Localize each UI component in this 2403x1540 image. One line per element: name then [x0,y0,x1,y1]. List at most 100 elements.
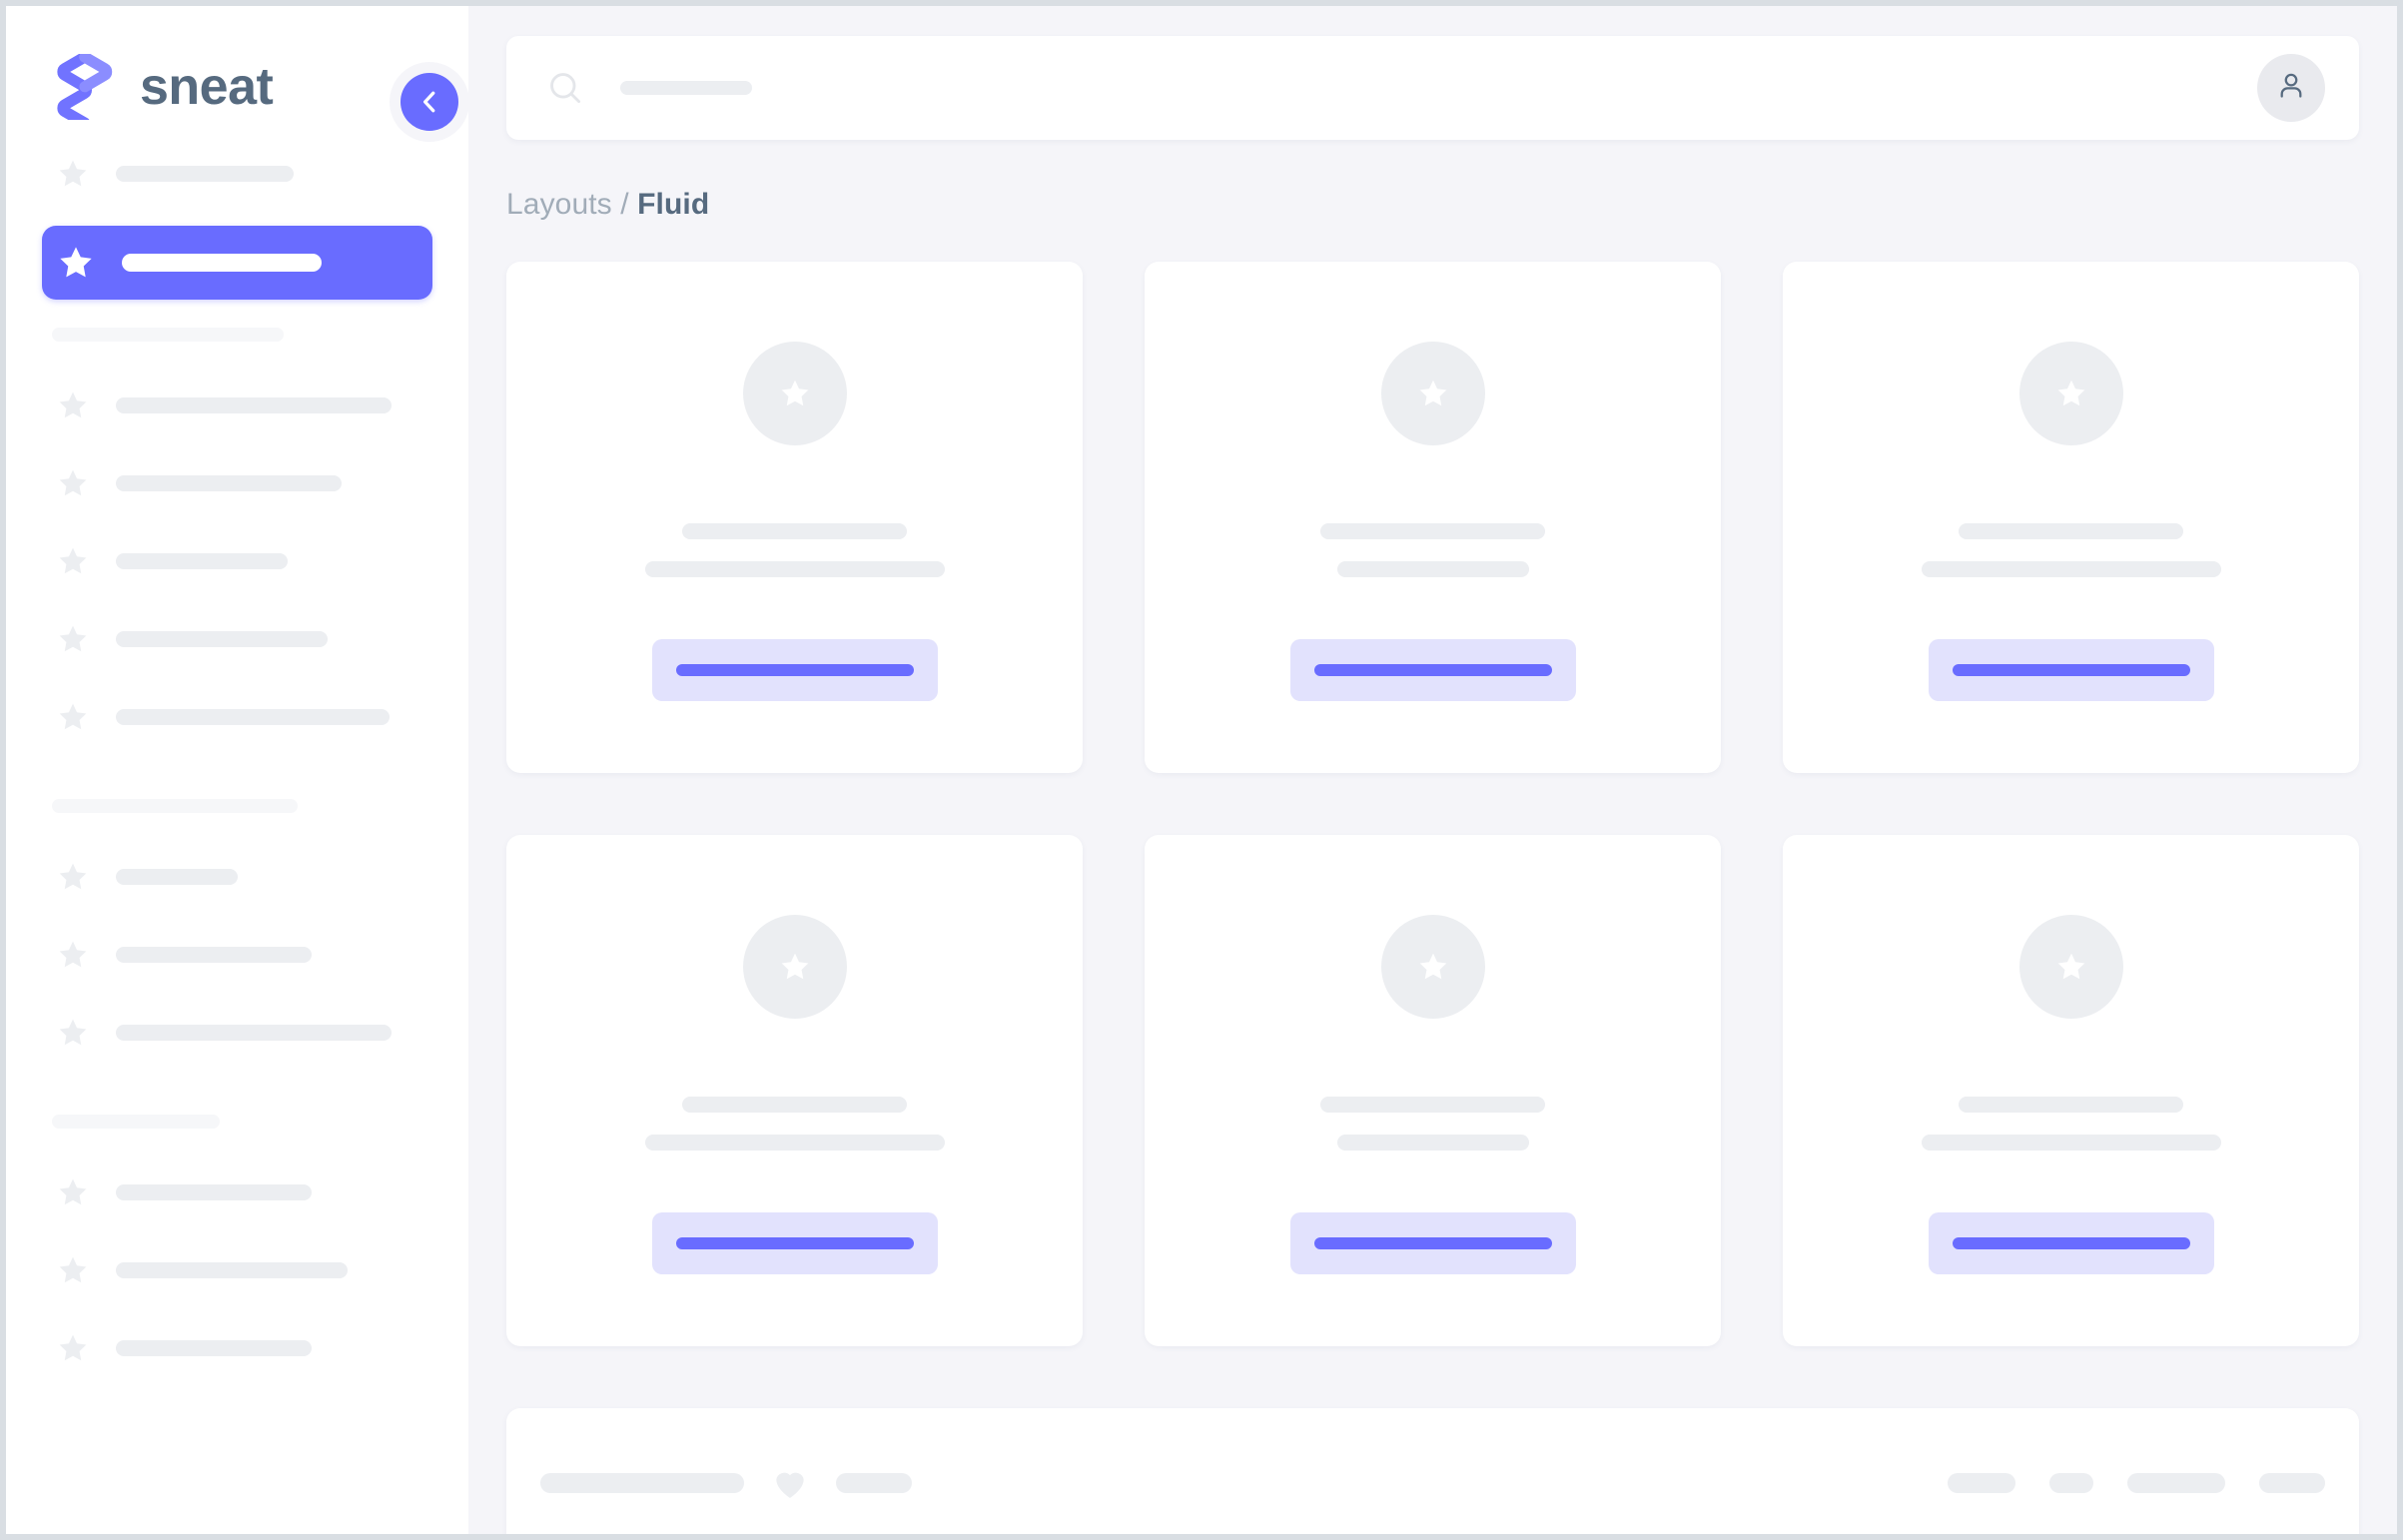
content-card [1783,835,2359,1346]
sidebar-item[interactable] [42,851,432,903]
star-icon [56,1253,90,1287]
sidebar-item[interactable] [42,535,432,587]
card-subtitle-placeholder [644,561,945,577]
card-title-placeholder [682,523,907,539]
card-action-button[interactable] [1289,639,1576,701]
card-avatar [2018,915,2123,1019]
card-action-button[interactable] [1928,1212,2214,1274]
sidebar-item-label-placeholder [116,397,392,413]
card-action-button[interactable] [1928,639,2214,701]
sneat-s-logo-icon [52,54,118,120]
card-action-label-placeholder [1952,1237,2190,1249]
footer-bar-secondary [836,1473,912,1493]
sidebar-item[interactable] [42,380,432,431]
card-avatar [1380,915,1485,1019]
avatar[interactable] [2257,54,2325,122]
card-title-placeholder [1320,523,1545,539]
breadcrumb-separator: / [620,188,629,221]
sidebar-item[interactable] [42,613,432,665]
footer-link-placeholder[interactable] [2049,1473,2093,1493]
sidebar-item-label-placeholder [116,631,328,647]
card-avatar [742,915,847,1019]
card-action-label-placeholder [1952,664,2190,676]
sidebar-item[interactable] [42,1007,432,1059]
sidebar-item-label-placeholder [116,869,238,885]
sidebar-item-label-placeholder [116,166,294,182]
card-action-button[interactable] [1289,1212,1576,1274]
content-card [1145,835,1721,1346]
sidebar: sneat [6,6,469,1534]
sidebar-nav [6,148,468,1374]
star-icon [56,622,90,656]
sidebar-item[interactable] [42,1244,432,1296]
sidebar-item[interactable] [42,691,432,743]
card-action-label-placeholder [675,664,914,676]
footer-card [506,1408,2359,1534]
sidebar-item-label-placeholder [116,1184,312,1200]
star-icon [56,938,90,972]
sidebar-section-divider [52,1115,220,1129]
footer-link-placeholder[interactable] [2127,1473,2225,1493]
card-avatar [2018,342,2123,445]
star-icon [56,1016,90,1050]
brand-header[interactable]: sneat [6,6,468,126]
search-input[interactable] [546,69,2257,107]
card-action-button[interactable] [651,639,938,701]
star-icon [56,157,90,191]
breadcrumb-current: Fluid [637,188,710,221]
card-avatar [1380,342,1485,445]
sidebar-item-label-placeholder [116,1262,348,1278]
card-title-placeholder [682,1097,907,1113]
breadcrumb: Layouts / Fluid [506,188,2397,222]
sidebar-item-label-placeholder [116,553,288,569]
sidebar-item[interactable] [42,1166,432,1218]
sidebar-item[interactable] [42,929,432,981]
sidebar-item-label-placeholder [122,254,322,272]
card-title-placeholder [1959,1097,2183,1113]
chevron-left-icon [400,73,458,131]
search-icon [546,69,584,107]
sidebar-item-label-placeholder [116,947,312,963]
sidebar-item[interactable] [42,1322,432,1374]
content-card [1783,262,2359,773]
sidebar-collapse-button[interactable] [390,62,469,142]
user-icon [2273,68,2309,109]
card-subtitle-placeholder [1336,561,1529,577]
content-card [506,262,1083,773]
star-icon [56,700,90,734]
sidebar-section-divider [52,328,284,342]
star-icon [2054,370,2088,417]
sidebar-item-active[interactable] [42,226,432,300]
sidebar-item-label-placeholder [116,1340,312,1356]
sidebar-item-label-placeholder [116,709,390,725]
star-icon [56,243,96,283]
top-navbar [506,36,2359,140]
content-card [1145,262,1721,773]
sidebar-item[interactable] [42,457,432,509]
card-title-placeholder [1959,523,2183,539]
sidebar-item[interactable] [42,148,432,200]
star-icon [56,1175,90,1209]
card-action-label-placeholder [675,1237,914,1249]
footer-link-placeholder[interactable] [1948,1473,2015,1493]
footer-link-placeholder[interactable] [2259,1473,2325,1493]
card-action-label-placeholder [1313,664,1552,676]
sidebar-section-divider [52,799,298,813]
card-subtitle-placeholder [1336,1135,1529,1151]
star-icon [778,943,812,991]
sidebar-item-label-placeholder [116,475,342,491]
card-grid [506,262,2359,1346]
breadcrumb-parent[interactable]: Layouts [506,188,612,221]
card-avatar [742,342,847,445]
star-icon [56,860,90,894]
card-subtitle-placeholder [644,1135,945,1151]
star-icon [56,1331,90,1365]
card-subtitle-placeholder [1921,561,2221,577]
star-icon [56,544,90,578]
star-icon [1416,943,1450,991]
footer-bar-primary [540,1473,744,1493]
footer-right-group [1948,1473,2325,1493]
sidebar-item-label-placeholder [116,1025,392,1041]
card-title-placeholder [1320,1097,1545,1113]
card-action-button[interactable] [651,1212,938,1274]
